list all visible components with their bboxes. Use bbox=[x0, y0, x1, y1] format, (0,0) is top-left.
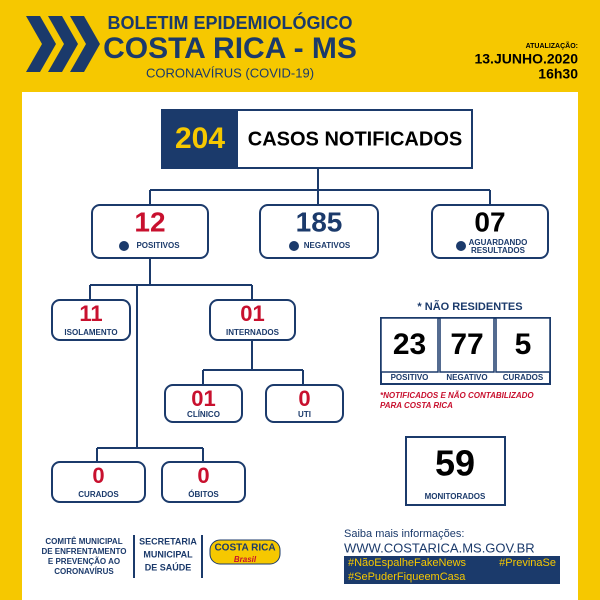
breakdown-label: INTERNADOS bbox=[226, 328, 280, 337]
breakdown-label: CURADOS bbox=[78, 490, 119, 499]
breakdown-value: 01 bbox=[240, 301, 264, 326]
breakdown-value: 11 bbox=[79, 301, 102, 326]
header-title: BOLETIM EPIDEMIOLÓGICO bbox=[107, 12, 352, 33]
non-residents-title: * NÃO RESIDENTES bbox=[417, 300, 522, 313]
total-value-bg bbox=[162, 110, 238, 168]
breakdown-box bbox=[51, 461, 146, 503]
url: WWW.COSTARICA.MS.GOV.BR bbox=[344, 540, 535, 555]
logo bbox=[209, 539, 281, 565]
monitored-value: 59 bbox=[435, 443, 475, 484]
status-label: AGUARDANDO bbox=[469, 238, 528, 247]
icon bbox=[456, 241, 466, 251]
status-label: POSITIVOS bbox=[136, 241, 180, 250]
monitored-box bbox=[405, 436, 506, 506]
header-subtitle: CORONAVÍRUS (COVID-19) bbox=[146, 65, 314, 80]
breakdown-box bbox=[161, 461, 246, 503]
non-resident-cell bbox=[495, 317, 551, 373]
hashtag: #SePuderFiqueemCasa bbox=[348, 571, 466, 583]
breakdown-value: 01 bbox=[191, 386, 215, 411]
status-label: NEGATIVOS bbox=[304, 241, 351, 250]
total-value: 204 bbox=[175, 122, 225, 155]
connector bbox=[89, 168, 491, 462]
footer: COMITÊ MUNICIPAL DE ENFRENTAMENTO E PREV… bbox=[41, 528, 560, 584]
status-value: 185 bbox=[296, 206, 343, 237]
note: PARA COSTA RICA bbox=[380, 401, 453, 410]
breakdown-label: ISOLAMENTO bbox=[64, 328, 117, 337]
logo-text: Brasil bbox=[234, 555, 257, 564]
non-resident-value: 77 bbox=[450, 328, 483, 361]
non-resident-label: POSITIVO bbox=[391, 373, 429, 382]
committee: CORONAVÍRUS bbox=[54, 567, 114, 576]
committee: DE ENFRENTAMENTO bbox=[41, 547, 126, 556]
monitored-label: MONITORADOS bbox=[425, 492, 486, 501]
status-label: RESULTADOS bbox=[471, 246, 526, 255]
hashtag-bg bbox=[344, 556, 560, 584]
non-resident-value: 5 bbox=[515, 328, 532, 361]
secretariat: DE SAÚDE bbox=[145, 561, 192, 572]
hashtag: #PrevinaSe bbox=[499, 557, 556, 569]
breakdown-label: UTI bbox=[298, 410, 311, 419]
breakdown-box bbox=[164, 384, 243, 423]
non-residents: 23 POSITIVO 77 NEGATIVO 5 CURADOS bbox=[380, 317, 551, 385]
secretariat: SECRETARIA bbox=[139, 536, 197, 546]
status-boxes: 12 POSITIVOS 185 NEGATIVOS 07 AGUARDANDO… bbox=[91, 204, 549, 259]
positives-breakdown: 11ISOLAMENTO01INTERNADOS01CLÍNICO0UTI0CU… bbox=[51, 299, 344, 503]
breakdown-value: 0 bbox=[92, 463, 104, 488]
non-resident-label: CURADOS bbox=[503, 373, 544, 382]
note: *NOTIFICADOS E NÃO CONTABILIZADO bbox=[380, 391, 534, 400]
status-value: 07 bbox=[474, 206, 505, 237]
secretariat: MUNICIPAL bbox=[143, 549, 193, 559]
committee: COMITÊ MUNICIPAL bbox=[45, 537, 122, 546]
update-label: ATUALIZAÇÃO: bbox=[526, 41, 578, 50]
non-resident-value: 23 bbox=[393, 328, 426, 361]
breakdown-box bbox=[209, 299, 296, 341]
non-resident-label: NEGATIVO bbox=[446, 373, 487, 382]
header-place: COSTA RICA - MS bbox=[103, 32, 357, 65]
breakdown-value: 0 bbox=[197, 463, 209, 488]
chevrons bbox=[26, 16, 100, 72]
icon bbox=[289, 241, 299, 251]
non-resident-cell bbox=[439, 317, 495, 373]
icon bbox=[119, 241, 129, 251]
update-date: 13.JUNHO.2020 bbox=[474, 51, 578, 67]
breakdown-label: CLÍNICO bbox=[187, 410, 220, 419]
breakdown-value: 0 bbox=[298, 386, 310, 411]
hashtag: #NãoEspalheFakeNews bbox=[348, 557, 467, 569]
committee: E PREVENÇÃO AO bbox=[48, 557, 120, 566]
breakdown-label: ÓBITOS bbox=[188, 490, 219, 499]
breakdown-box bbox=[51, 299, 131, 341]
breakdown-box bbox=[265, 384, 344, 423]
non-resident-cell bbox=[380, 317, 439, 373]
info: Saiba mais informações: bbox=[344, 528, 464, 540]
total-label: CASOS NOTIFICADOS bbox=[248, 128, 462, 150]
logo-text: COSTA RICA bbox=[214, 543, 275, 554]
update-time: 16h30 bbox=[538, 66, 578, 82]
status-value: 12 bbox=[134, 206, 165, 237]
